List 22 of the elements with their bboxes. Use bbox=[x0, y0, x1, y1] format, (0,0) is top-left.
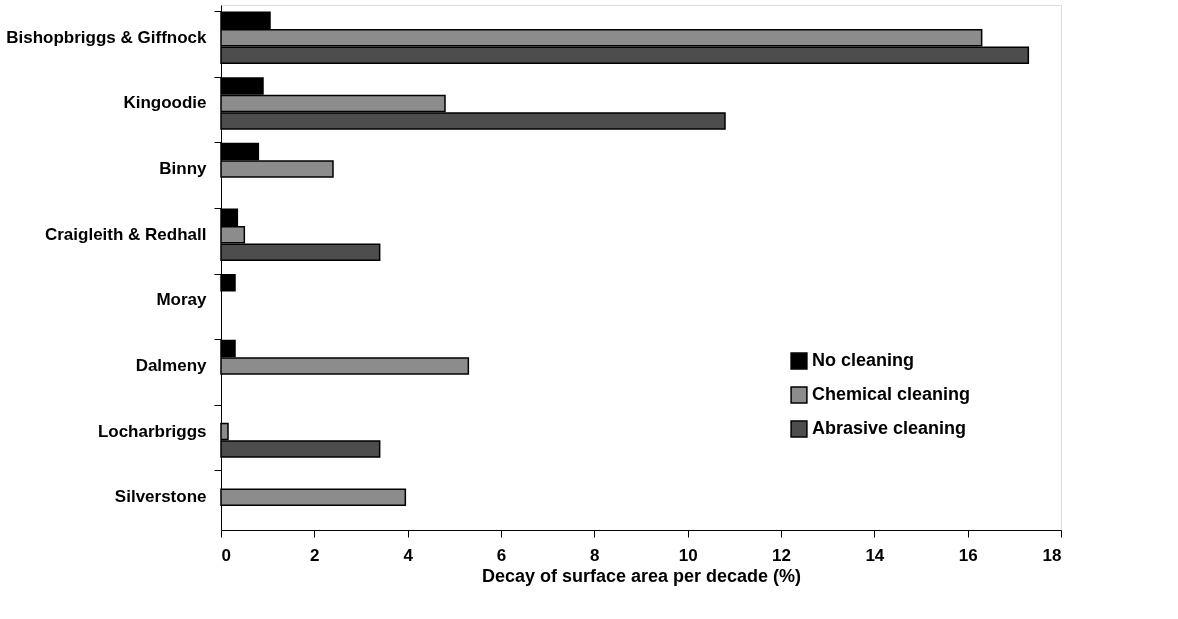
y-tick-label: Bishopbriggs & Giffnock bbox=[6, 27, 208, 47]
x-axis-title: Decay of surface area per decade (%) bbox=[481, 565, 802, 586]
y-tick-label: Locharbriggs bbox=[97, 421, 207, 441]
legend-label: Chemical cleaning bbox=[812, 384, 971, 404]
y-tick-label: Moray bbox=[156, 290, 208, 310]
y-tick-label: Dalmeny bbox=[135, 355, 208, 375]
x-tick-label: 0 bbox=[221, 545, 231, 565]
x-tick-label: 8 bbox=[590, 545, 600, 565]
legend-label: No cleaning bbox=[812, 350, 915, 370]
x-tick-label: 14 bbox=[865, 545, 885, 565]
x-tick-label: 4 bbox=[403, 545, 414, 565]
x-tick-label: 10 bbox=[678, 545, 698, 565]
legend-label: Abrasive cleaning bbox=[812, 418, 967, 438]
x-tick-label: 12 bbox=[772, 545, 791, 565]
x-tick-label: 18 bbox=[1042, 545, 1062, 565]
x-tick-label: 16 bbox=[958, 545, 978, 565]
x-tick-label: 2 bbox=[310, 545, 320, 565]
y-tick-label: Kingoodie bbox=[123, 93, 207, 113]
y-tick-label: Craigleith & Redhall bbox=[44, 224, 207, 244]
y-tick-label: Binny bbox=[159, 159, 208, 179]
y-tick-label: Silverstone bbox=[114, 487, 207, 507]
x-tick-label: 6 bbox=[496, 545, 507, 565]
